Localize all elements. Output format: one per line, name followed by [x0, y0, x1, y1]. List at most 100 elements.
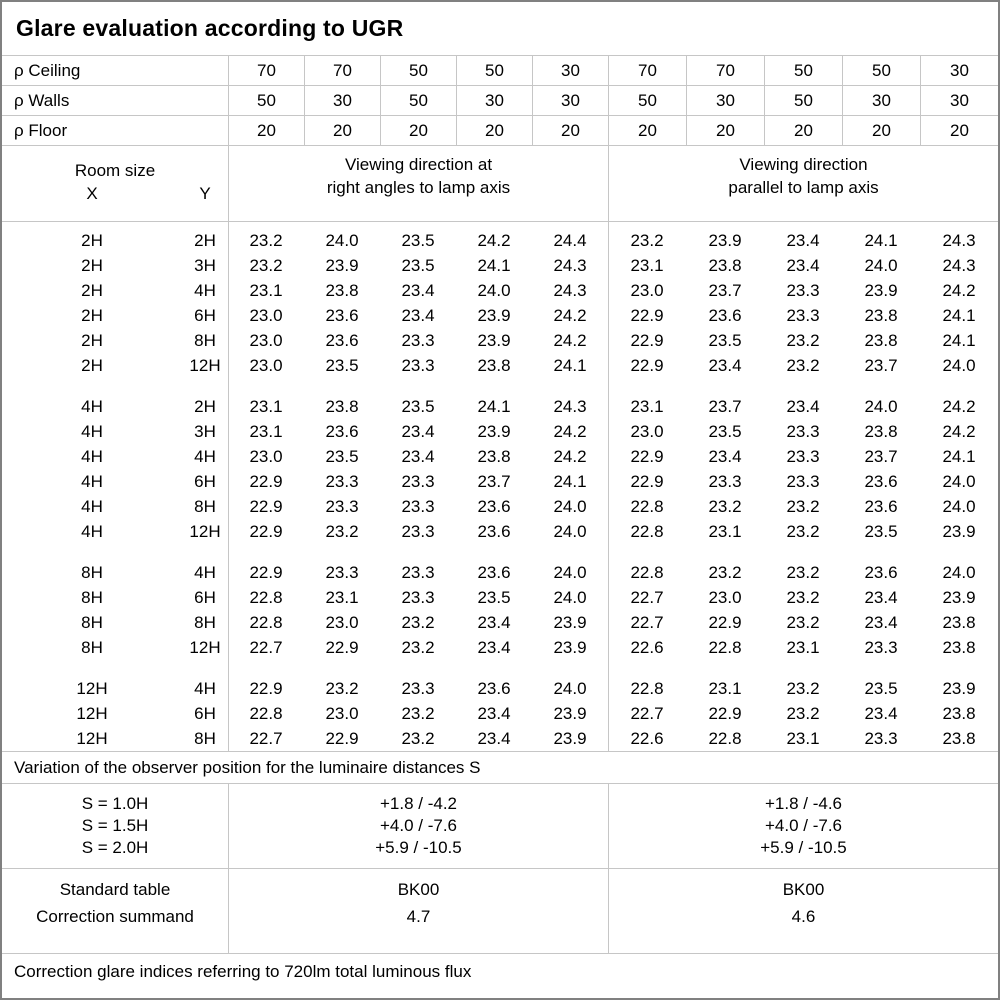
reflectance-value: 50: [380, 56, 456, 85]
room-size-y: 6H: [194, 306, 216, 325]
reflectance-value: 50: [228, 86, 304, 115]
ugr-value-parallel: 23.2: [786, 331, 820, 350]
reflectance-row: ρ Floor 20 20 20 20 20 20 20 20 20 20: [2, 116, 998, 146]
ugr-value-right-angle: 23.0: [249, 356, 283, 375]
standard-table-value: 4.6: [791, 907, 816, 926]
ugr-value-parallel: 23.2: [786, 356, 820, 375]
room-size-y: 2H: [194, 397, 216, 416]
reflectance-row: ρ Ceiling 70 70 50 50 30 70 70 50 50 30: [2, 56, 998, 86]
reflectance-value: 50: [764, 56, 842, 85]
room-size-x: 8H: [81, 563, 103, 582]
ugr-data-row: 4H 12H 22.9 23.2 23.3 23.6 24.0 22.8 23.1 23.2…: [2, 519, 998, 544]
ugr-room-block: 8H 4H 22.9 23.3 23.3 23.6 24.0 22.8 23.2 23.2 2…: [2, 560, 998, 660]
ugr-value-parallel: 23.3: [786, 447, 820, 466]
ugr-value-right-angle: 23.7: [477, 472, 511, 491]
ugr-value-parallel: 24.0: [942, 563, 976, 582]
ugr-data-row: 12H 8H 22.7 22.9 23.2 23.4 23.9 22.6 22.8 23.1…: [2, 726, 998, 751]
room-size-x: 2H: [81, 306, 103, 325]
ugr-value-right-angle: 23.2: [401, 729, 435, 748]
ugr-data-row: 2H 4H 23.1 23.8 23.4 24.0 24.3 23.0 23.7 23.3 2…: [2, 278, 998, 303]
room-size-y: 2H: [194, 231, 216, 250]
ugr-value-right-angle: 22.9: [249, 522, 283, 541]
ugr-room-block: 12H 4H 22.9 23.2 23.3 23.6 24.0 22.8 23.1 23.2…: [2, 676, 998, 751]
ugr-value-right-angle: 24.2: [477, 231, 511, 250]
ugr-value-parallel: 23.2: [786, 497, 820, 516]
reflectance-value: 30: [842, 86, 920, 115]
ugr-data-row: 12H 6H 22.8 23.0 23.2 23.4 23.9 22.7 22.9 23.2…: [2, 701, 998, 726]
reflectance-value: 20: [842, 116, 920, 145]
ugr-value-right-angle: 23.6: [477, 497, 511, 516]
reflectance-value: 30: [456, 86, 532, 115]
ugr-value-parallel: 24.3: [942, 231, 976, 250]
reflectance-row: ρ Walls 50 30 50 30 30 50 30 50 30 30: [2, 86, 998, 116]
reflectance-value: 50: [456, 56, 532, 85]
reflectance-value: 50: [764, 86, 842, 115]
ugr-value-parallel: 22.6: [630, 638, 664, 657]
ugr-value-parallel: 23.0: [708, 588, 742, 607]
ugr-value-right-angle: 23.9: [477, 422, 511, 441]
ugr-value-parallel: 23.5: [708, 422, 742, 441]
reflectance-value: 70: [304, 56, 380, 85]
ugr-value-parallel: 24.0: [864, 397, 898, 416]
ugr-value-right-angle: 23.4: [477, 613, 511, 632]
ugr-value-right-angle: 24.2: [553, 447, 587, 466]
ugr-value-right-angle: 22.9: [249, 497, 283, 516]
ugr-value-right-angle: 24.2: [553, 422, 587, 441]
ugr-room-block: 2H 2H 23.2 24.0 23.5 24.2 24.4 23.2 23.9 23.4 2…: [2, 228, 998, 378]
ugr-value-parallel: 24.1: [942, 447, 976, 466]
ugr-value-right-angle: 23.8: [477, 447, 511, 466]
ugr-value-right-angle: 23.3: [401, 472, 435, 491]
ugr-data-row: 4H 2H 23.1 23.8 23.5 24.1 24.3 23.1 23.7 23.4 2…: [2, 394, 998, 419]
ugr-value-right-angle: 23.1: [325, 588, 359, 607]
ugr-value-parallel: 22.7: [630, 613, 664, 632]
s-distance-label: S = 1.5H: [81, 816, 149, 835]
ugr-value-parallel: 23.3: [786, 281, 820, 300]
ugr-value-right-angle: 24.0: [553, 497, 587, 516]
ugr-value-parallel: 23.4: [786, 256, 820, 275]
reflectance-value: 20: [456, 116, 532, 145]
room-size-header: Room size X Y: [2, 146, 228, 221]
room-size-label: Room size: [74, 161, 156, 180]
ugr-value-parallel: 23.1: [630, 397, 664, 416]
ugr-value-parallel: 23.7: [708, 397, 742, 416]
reflectance-value: 20: [228, 116, 304, 145]
room-size-x: 2H: [81, 331, 103, 350]
ugr-value-parallel: 23.2: [630, 231, 664, 250]
ugr-value-parallel: 24.2: [942, 397, 976, 416]
standard-table-label: Correction summand: [36, 907, 194, 926]
room-size-x: 2H: [81, 256, 103, 275]
ugr-data-row: 2H 2H 23.2 24.0 23.5 24.2 24.4 23.2 23.9 23.4 2…: [2, 228, 998, 253]
room-size-y: 6H: [194, 472, 216, 491]
ugr-value-right-angle: 23.5: [401, 231, 435, 250]
ugr-value-right-angle: 23.9: [325, 256, 359, 275]
ugr-value-parallel: 23.7: [708, 281, 742, 300]
ugr-value-parallel: 22.9: [630, 447, 664, 466]
ugr-value-parallel: 23.1: [786, 729, 820, 748]
ugr-value-right-angle: 24.2: [553, 331, 587, 350]
ugr-value-parallel: 22.8: [708, 638, 742, 657]
ugr-value-parallel: 23.4: [708, 447, 742, 466]
ugr-value-parallel: 23.2: [786, 588, 820, 607]
ugr-value-right-angle: 23.0: [249, 306, 283, 325]
ugr-value-parallel: 23.6: [864, 472, 898, 491]
ugr-value-parallel: 23.2: [708, 563, 742, 582]
reflectance-value: 50: [380, 86, 456, 115]
reflectance-row-label: ρ Floor: [14, 121, 68, 140]
ugr-value-parallel: 23.8: [864, 331, 898, 350]
ugr-value-parallel: 23.8: [942, 638, 976, 657]
room-size-y: 8H: [194, 729, 216, 748]
ugr-data-row: 2H 6H 23.0 23.6 23.4 23.9 24.2 22.9 23.6 23.3 2…: [2, 303, 998, 328]
s-distance-labels: S = 1.0H S = 1.5H S = 2.0H: [2, 784, 228, 868]
ugr-value-parallel: 23.9: [864, 281, 898, 300]
ugr-value-parallel: 22.9: [630, 356, 664, 375]
ugr-value-right-angle: 23.3: [401, 563, 435, 582]
ugr-value-parallel: 22.9: [708, 704, 742, 723]
reflectance-value: 20: [304, 116, 380, 145]
ugr-value-right-angle: 23.6: [477, 563, 511, 582]
ugr-value-right-angle: 23.3: [401, 497, 435, 516]
ugr-value-right-angle: 22.9: [325, 729, 359, 748]
room-size-x: 4H: [81, 497, 103, 516]
ugr-value-right-angle: 24.0: [553, 679, 587, 698]
room-size-y: 12H: [189, 522, 221, 541]
ugr-value-right-angle: 23.3: [401, 588, 435, 607]
